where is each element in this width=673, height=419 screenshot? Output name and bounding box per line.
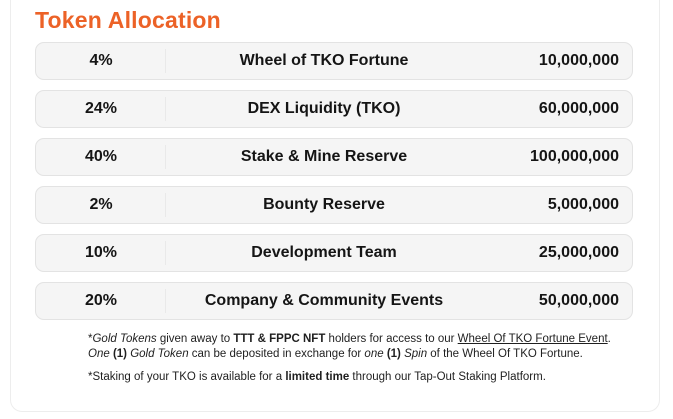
footnote-line: *Staking of your TKO is available for a …: [88, 370, 611, 385]
label-cell: Company & Community Events: [204, 292, 444, 309]
footnote-text: can be deposited in exchange for: [188, 348, 365, 360]
label-cell: Development Team: [251, 244, 397, 261]
amount-cell: 25,000,000: [538, 244, 619, 261]
footnote-text: Gold Tokens: [92, 333, 157, 345]
footnote-text: holders for access to our: [325, 333, 458, 345]
page-title: Token Allocation: [35, 7, 221, 33]
percent-cell: 24%: [36, 91, 166, 127]
amount-cell: 50,000,000: [538, 292, 619, 309]
label-cell: Stake & Mine Reserve: [240, 148, 408, 165]
percent-cell: 20%: [36, 283, 166, 319]
footnote-text: through our Tap-Out Staking Platform.: [349, 371, 546, 383]
table-row: 24% DEX Liquidity (TKO) 60,000,000: [35, 90, 633, 128]
amount-cell: 10,000,000: [538, 52, 619, 69]
footnote-text: One: [88, 348, 113, 360]
percent-cell: 2%: [36, 187, 166, 223]
footnote-text: given away to: [156, 333, 234, 345]
allocation-table: 4% Wheel of TKO Fortune 10,000,000 24% DEX L…: [35, 42, 633, 330]
footnote-text: Spin: [400, 348, 428, 360]
table-row: 20% Company & Community Events 50,000,000: [35, 282, 633, 320]
footnote-text: *: [88, 333, 93, 345]
footnote-text: Gold Token: [127, 348, 189, 360]
percent-cell: 40%: [36, 139, 166, 175]
label-cell: DEX Liquidity (TKO): [247, 100, 401, 117]
table-row: 40% Stake & Mine Reserve 100,000,000: [35, 138, 633, 176]
footnote-paragraph: *Gold Tokens given away to TTT & FPPC NF…: [88, 332, 611, 362]
footnote-text: one: [364, 348, 387, 360]
label-cell: Wheel of TKO Fortune: [239, 52, 409, 69]
amount-cell: 100,000,000: [530, 148, 619, 165]
table-row: 4% Wheel of TKO Fortune 10,000,000: [35, 42, 633, 80]
footnote-text: *Staking of your TKO is available for a: [88, 371, 286, 383]
footnotes: *Gold Tokens given away to TTT & FPPC NF…: [88, 332, 611, 385]
footnote-paragraph: *Staking of your TKO is available for a …: [88, 370, 611, 385]
footnote-link[interactable]: Wheel Of TKO Fortune Event: [457, 333, 608, 345]
table-row: 10% Development Team 25,000,000: [35, 234, 633, 272]
amount-cell: 5,000,000: [547, 196, 619, 213]
label-cell: Bounty Reserve: [263, 196, 385, 213]
percent-cell: 10%: [36, 235, 166, 271]
percent-cell: 4%: [36, 43, 166, 79]
amount-cell: 60,000,000: [538, 100, 619, 117]
table-row: 2% Bounty Reserve 5,000,000: [35, 186, 633, 224]
footnote-text: limited time: [285, 371, 350, 383]
footnote-line: One (1) Gold Token can be deposited in e…: [88, 347, 611, 362]
footnote-text: (1): [112, 348, 127, 360]
footnote-text: of the Wheel Of TKO Fortune.: [427, 348, 583, 360]
footnote-line: *Gold Tokens given away to TTT & FPPC NF…: [88, 332, 611, 347]
footnote-text: TTT & FPPC NFT: [233, 333, 326, 345]
footnote-text: (1): [386, 348, 401, 360]
footnote-text: .: [607, 333, 611, 345]
